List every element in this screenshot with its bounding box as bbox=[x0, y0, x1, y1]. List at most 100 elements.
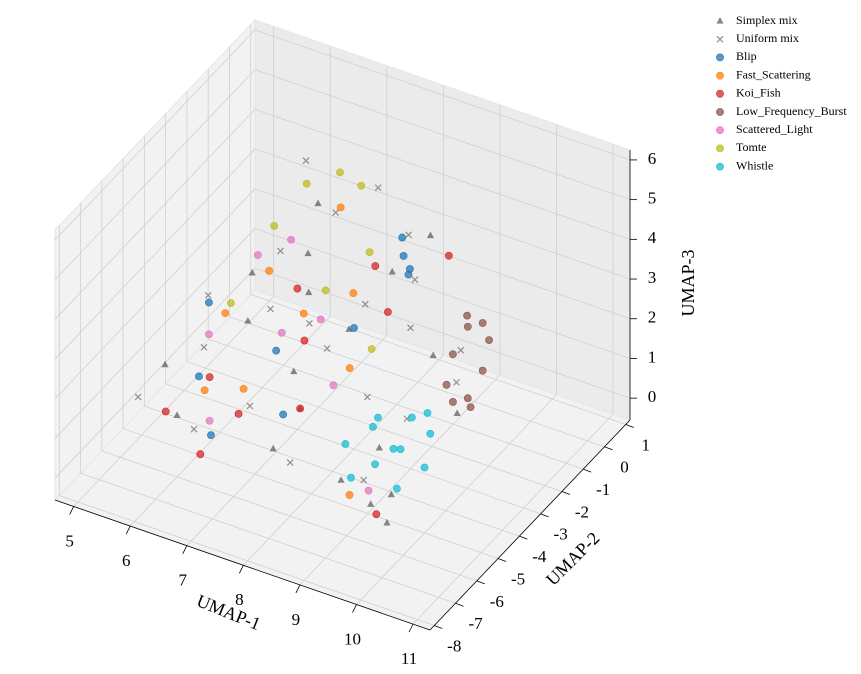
point bbox=[321, 286, 330, 295]
y-tick-label: -2 bbox=[575, 502, 589, 521]
x-axis-label: UMAP-1 bbox=[194, 590, 264, 634]
legend-text: Low_Frequency_Burst bbox=[736, 104, 847, 118]
z-grid-line bbox=[54, 148, 256, 360]
point bbox=[221, 309, 230, 318]
point bbox=[398, 233, 407, 242]
y-grid-line bbox=[165, 383, 541, 515]
point bbox=[305, 288, 313, 296]
point bbox=[267, 305, 274, 313]
y-grid-line bbox=[229, 316, 605, 448]
z-tick-label: 5 bbox=[648, 189, 657, 208]
point bbox=[190, 425, 198, 433]
legend-marker bbox=[716, 53, 724, 62]
legend-marker bbox=[716, 162, 724, 171]
point bbox=[369, 422, 377, 431]
y-tick-label: -5 bbox=[511, 569, 525, 588]
z-grid-line bbox=[54, 267, 256, 479]
y-tick bbox=[434, 625, 443, 629]
y-grid-line bbox=[122, 428, 499, 559]
point bbox=[161, 360, 169, 368]
point bbox=[336, 203, 345, 212]
point bbox=[485, 336, 493, 345]
point bbox=[426, 429, 435, 438]
point bbox=[375, 443, 383, 451]
x-grid-line bbox=[186, 335, 388, 546]
point bbox=[371, 262, 380, 270]
point bbox=[270, 222, 279, 230]
panes bbox=[54, 18, 631, 631]
x-tick bbox=[182, 545, 188, 554]
y-tick bbox=[497, 558, 507, 562]
z-grid-line bbox=[54, 228, 256, 439]
point bbox=[244, 316, 252, 324]
point bbox=[300, 336, 309, 345]
point bbox=[448, 398, 457, 406]
point bbox=[429, 351, 437, 359]
point bbox=[341, 440, 350, 448]
z-tick-label: 3 bbox=[648, 268, 657, 287]
point bbox=[304, 249, 312, 257]
point bbox=[420, 463, 429, 472]
x-tick bbox=[352, 604, 357, 613]
point bbox=[290, 367, 298, 375]
point bbox=[207, 431, 215, 439]
y-tick-label: -7 bbox=[468, 614, 483, 633]
z-axis-label: UMAP-3 bbox=[678, 249, 698, 316]
point bbox=[227, 299, 235, 308]
grid bbox=[54, 24, 631, 626]
legend-marker bbox=[716, 144, 724, 153]
point bbox=[357, 181, 366, 190]
x-tick-label: 8 bbox=[235, 590, 244, 609]
y-tick bbox=[583, 468, 592, 473]
point bbox=[302, 179, 311, 188]
legend-text: Simplex mix bbox=[736, 13, 798, 27]
x-grid-line bbox=[299, 374, 501, 586]
x-tick bbox=[295, 584, 301, 594]
point bbox=[367, 500, 375, 507]
point bbox=[448, 350, 457, 359]
y-tick bbox=[476, 580, 485, 585]
point bbox=[405, 231, 412, 239]
z-tick-label: 1 bbox=[648, 347, 657, 366]
point bbox=[173, 411, 181, 418]
point bbox=[234, 410, 243, 418]
point bbox=[411, 276, 419, 284]
z-grid-line bbox=[54, 188, 256, 400]
x-tick bbox=[408, 623, 414, 633]
y-tick-label: -4 bbox=[532, 547, 547, 566]
point bbox=[371, 460, 379, 469]
point bbox=[396, 445, 405, 454]
point bbox=[302, 157, 310, 165]
x-tick bbox=[69, 506, 75, 515]
y-tick-label: 1 bbox=[641, 435, 650, 454]
point bbox=[277, 247, 284, 255]
x-grid-line bbox=[356, 394, 557, 605]
z-grid-line bbox=[254, 69, 631, 201]
legend-text: Scattered_Light bbox=[736, 122, 813, 136]
point bbox=[384, 308, 392, 316]
point bbox=[205, 330, 213, 339]
legend-marker bbox=[716, 126, 724, 135]
point bbox=[453, 409, 461, 416]
point bbox=[329, 381, 338, 390]
point bbox=[293, 284, 302, 293]
point bbox=[345, 364, 354, 373]
y-grid-line bbox=[144, 405, 520, 537]
point bbox=[383, 518, 391, 526]
point bbox=[367, 345, 376, 353]
y-grid-line bbox=[208, 338, 584, 470]
x-tick-label: 9 bbox=[292, 610, 301, 629]
y-grid-line bbox=[101, 450, 477, 582]
point bbox=[323, 344, 331, 352]
legend-marker bbox=[716, 108, 724, 116]
point bbox=[374, 413, 382, 422]
point bbox=[347, 473, 355, 482]
z-grid-line bbox=[254, 108, 631, 240]
point bbox=[239, 384, 248, 393]
y-axis-label: UMAP-2 bbox=[542, 528, 604, 590]
point bbox=[337, 476, 345, 483]
point bbox=[161, 407, 170, 416]
y-grid-line bbox=[250, 294, 626, 425]
